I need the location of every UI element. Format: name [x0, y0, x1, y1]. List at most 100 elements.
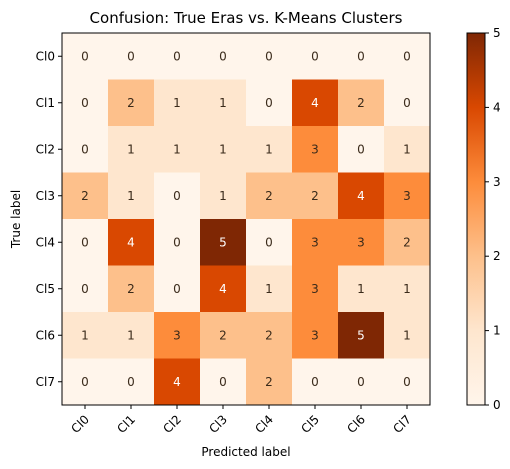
colorbar-tick-label: 2	[493, 249, 501, 263]
heatmap-cell	[108, 126, 155, 173]
cell-value-label: 3	[311, 282, 319, 296]
cell-value-label: 1	[219, 189, 227, 203]
heatmap-cell	[108, 358, 155, 406]
heatmap-cell	[154, 312, 201, 359]
heatmap-cell	[384, 265, 431, 313]
cell-value-label: 0	[219, 49, 227, 63]
heatmap-cell	[384, 172, 431, 220]
cell-value-label: 0	[81, 282, 89, 296]
heatmap-cell	[384, 79, 431, 127]
heatmap-cell	[338, 126, 385, 173]
heatmap-cell	[62, 33, 109, 80]
cell-value-label: 1	[127, 142, 135, 156]
y-tick-label: Cl7	[36, 375, 55, 389]
heatmap-cell	[338, 79, 385, 127]
heatmap-cell	[200, 219, 247, 266]
heatmap-cell	[246, 358, 293, 406]
cell-value-label: 2	[311, 189, 319, 203]
y-tick-label: Cl2	[36, 142, 55, 156]
heatmap-cell	[292, 312, 339, 359]
cell-value-label: 4	[127, 235, 135, 249]
cell-value-label: 0	[173, 235, 181, 249]
cell-value-label: 2	[357, 96, 365, 110]
heatmap-cell	[246, 33, 293, 80]
x-axis-label: Predicted label	[201, 445, 290, 459]
cell-value-label: 4	[173, 375, 181, 389]
cell-value-label: 3	[311, 235, 319, 249]
cell-value-label: 2	[81, 189, 89, 203]
heatmap-cell	[200, 79, 247, 127]
heatmap-cell	[62, 126, 109, 173]
heatmap-cell	[200, 172, 247, 220]
heatmap-cell	[292, 79, 339, 127]
cell-value-label: 0	[173, 189, 181, 203]
heatmap-cell	[154, 79, 201, 127]
cell-value-label: 1	[403, 142, 411, 156]
y-tick-label: Cl4	[36, 235, 55, 249]
cell-value-label: 0	[127, 49, 135, 63]
cell-value-label: 0	[265, 235, 273, 249]
heatmap-cell	[246, 79, 293, 127]
heatmap-cell	[292, 33, 339, 80]
heatmap-cell	[384, 126, 431, 173]
y-tick-label: Cl1	[36, 96, 55, 110]
heatmap-cell	[200, 312, 247, 359]
y-tick-label: Cl0	[36, 49, 55, 63]
heatmap-cell	[338, 358, 385, 406]
cell-value-label: 3	[311, 142, 319, 156]
heatmap-cell	[384, 219, 431, 266]
heatmap-cell	[108, 172, 155, 220]
cell-value-label: 1	[357, 282, 365, 296]
colorbar-tick-label: 3	[493, 175, 501, 189]
cell-value-label: 1	[127, 189, 135, 203]
heatmap-cell	[62, 358, 109, 406]
heatmap-cell	[108, 33, 155, 80]
cell-value-label: 0	[81, 235, 89, 249]
heatmap-cell	[108, 312, 155, 359]
colorbar-tick-label: 4	[493, 100, 501, 114]
heatmap-cells: 0 0 0 0 0 0 0 0 0 2 1 1 0 4 2 0 0 1 1 1 1 3 0 1 2 1 0 1 2 2 4 3 0 4 0 5 0 3 3 2…	[62, 33, 431, 406]
heatmap-cell	[200, 126, 247, 173]
colorbar-tick-label: 5	[493, 26, 501, 40]
cell-value-label: 4	[357, 189, 365, 203]
cell-value-label: 1	[265, 282, 273, 296]
heatmap-cell	[108, 79, 155, 127]
heatmap-cell	[338, 172, 385, 220]
heatmap-cell	[200, 33, 247, 80]
heatmap-cell	[292, 358, 339, 406]
heatmap-cell	[154, 33, 201, 80]
heatmap-cell	[154, 126, 201, 173]
cell-value-label: 0	[173, 49, 181, 63]
heatmap-cell	[246, 172, 293, 220]
cell-value-label: 1	[81, 328, 89, 342]
cell-value-label: 1	[173, 96, 181, 110]
colorbar-ticks: 0 1 2 3 4 5	[485, 26, 501, 412]
cell-value-label: 0	[311, 375, 319, 389]
x-tick-label: Cl4	[252, 412, 276, 436]
heatmap-cell	[246, 265, 293, 313]
cell-value-label: 2	[127, 96, 135, 110]
cell-value-label: 0	[357, 142, 365, 156]
colorbar-tick-label: 0	[493, 398, 501, 412]
cell-value-label: 1	[403, 282, 411, 296]
y-tick-label: Cl5	[36, 282, 55, 296]
heatmap-cell	[62, 219, 109, 266]
heatmap-cell	[62, 79, 109, 127]
cell-value-label: 0	[81, 49, 89, 63]
heatmap-cell	[292, 219, 339, 266]
cell-value-label: 5	[357, 328, 365, 342]
heatmap-cell	[62, 172, 109, 220]
heatmap-cell	[246, 126, 293, 173]
cell-value-label: 0	[265, 96, 273, 110]
cell-value-label: 3	[173, 328, 181, 342]
cell-value-label: 3	[403, 189, 411, 203]
cell-value-label: 3	[311, 328, 319, 342]
cell-value-label: 0	[219, 375, 227, 389]
cell-value-label: 4	[219, 282, 227, 296]
cell-value-label: 2	[127, 282, 135, 296]
cell-value-label: 4	[311, 96, 319, 110]
heatmap-cell	[154, 172, 201, 220]
y-tick-label: Cl3	[36, 189, 55, 203]
heatmap-cell	[246, 312, 293, 359]
